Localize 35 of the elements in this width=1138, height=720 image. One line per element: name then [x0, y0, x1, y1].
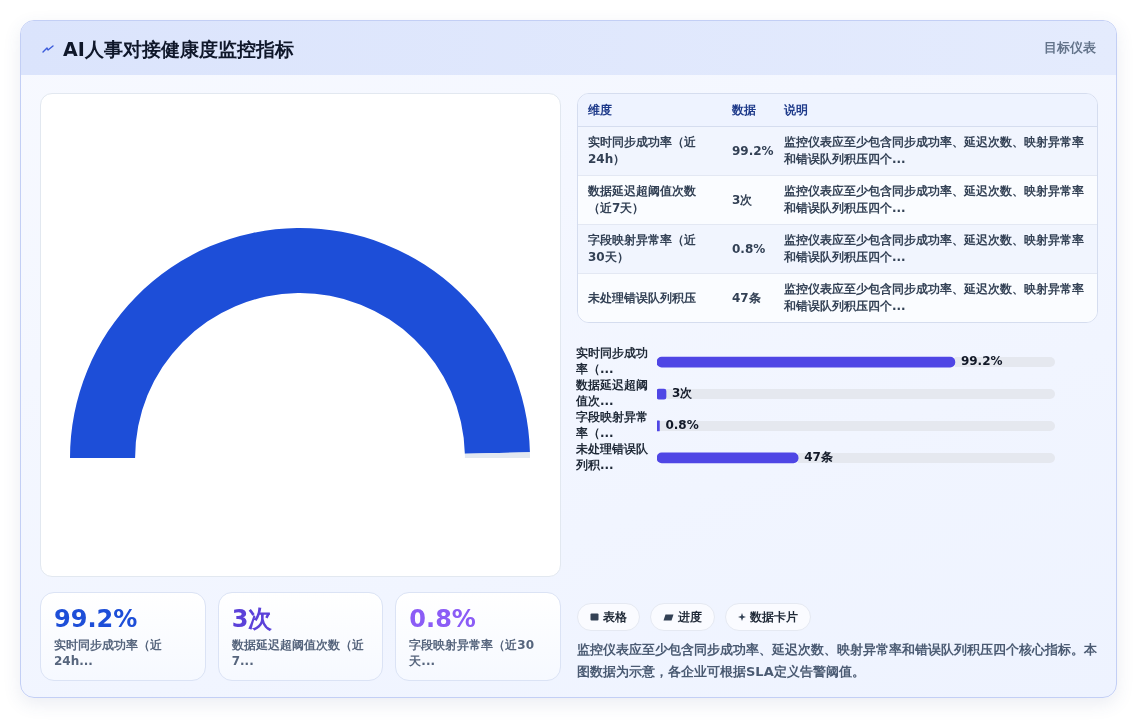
data-label: 0.8%: [665, 418, 699, 433]
text: 监控仪表应至少包含同步成功率、延迟次数、映射异常率和错误队列积压四个...: [784, 184, 1084, 215]
text: 47条: [732, 290, 761, 305]
text: 99.2%: [54, 605, 138, 633]
text: 监控仪表应至少包含同步成功率、延迟次数、映射异常率和错误队列积压四个...: [784, 233, 1084, 264]
text: 99.2%: [732, 143, 774, 158]
category-label: 实时同步成功率（近24h...: [54, 637, 163, 669]
text: 监控仪表应至少包含同步成功率、延迟次数、映射异常率和错误队列积压四个核心指标。本图数据为示意，各企业可根据SLA定义告警阈值。: [577, 641, 1098, 681]
category-label: 表格: [603, 608, 627, 626]
y-tick-label: 未处理错误队列积...: [575, 441, 649, 473]
category-label: 说明: [774, 94, 1097, 127]
text: 监控仪表应至少包含同步成功率、延迟次数、映射异常率和错误队列积压四个...: [784, 282, 1084, 313]
y-tick-label: 数据延迟超阈值次...: [575, 378, 648, 409]
text: 3次: [231, 605, 273, 633]
category-label: 维度: [578, 94, 722, 127]
data-label: 47条: [804, 449, 833, 464]
text: 3次: [732, 192, 753, 207]
text: 0.8%: [732, 241, 766, 256]
text: 监控仪表应至少包含同步成功率、延迟次数、映射异常率和错误队列积压四个...: [784, 135, 1084, 166]
text: AI人事对接健康度监控指标: [63, 37, 294, 62]
text: 目标仪表: [1044, 39, 1096, 57]
category-label: 数据延迟超阈值次数（近7...: [231, 637, 365, 669]
category-label: 数据卡片: [750, 608, 798, 626]
text: 0.8%: [409, 605, 476, 633]
text: 字段映射异常率（近30天）: [588, 233, 696, 264]
text: 数据延迟超阈值次数（近7天）: [588, 184, 696, 215]
text: 未处理错误队列积压: [588, 290, 696, 305]
text: 实时同步成功率（近24h）: [588, 135, 696, 166]
data-label: 99.2%: [960, 354, 1003, 369]
category-label: 进度: [678, 608, 702, 626]
y-tick-label: 字段映射异常率（...: [575, 409, 648, 441]
y-tick-label: 实时同步成功率（...: [575, 346, 648, 377]
category-label: 字段映射异常率（近30天...: [409, 637, 536, 669]
data-label: 3次: [672, 386, 694, 401]
category-label: 数据: [722, 94, 774, 127]
